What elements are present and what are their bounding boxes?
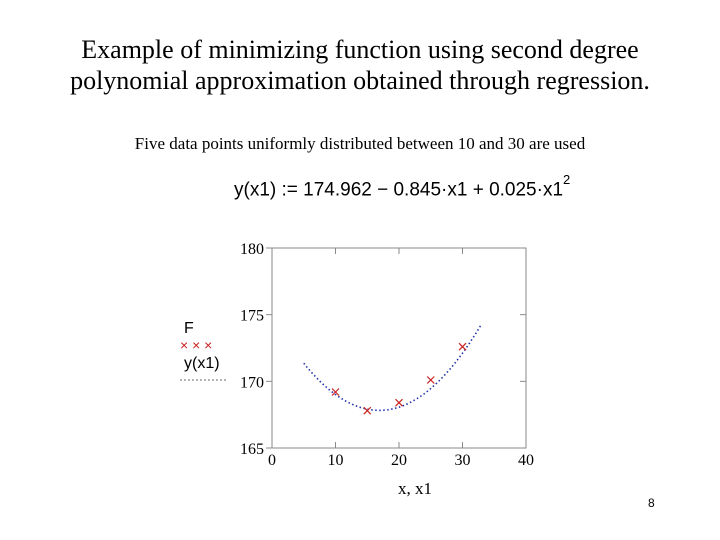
- slide-title: Example of minimizing function using sec…: [70, 35, 650, 95]
- y-tick-label: 170: [240, 374, 264, 391]
- y-tick-label: 180: [240, 241, 264, 258]
- data-point: [395, 398, 403, 407]
- x-tick-label: 20: [391, 452, 407, 469]
- formula-main: y(x1) := 174.962 − 0.845·x1 + 0.025·x1: [234, 179, 564, 201]
- data-point-stroke: [331, 388, 340, 396]
- data-point: [331, 388, 340, 396]
- data-point-stroke: [426, 376, 435, 384]
- x-tick-label: 10: [328, 452, 344, 469]
- point-layer: [331, 342, 467, 415]
- slide-subtitle: Five data points uniformly distributed b…: [134, 134, 586, 153]
- slide-number: 8: [648, 496, 655, 510]
- legend-label-f: F: [184, 320, 194, 337]
- data-point: [426, 376, 435, 384]
- data-point-stroke: [363, 406, 372, 415]
- legend: F× × × y(x1): [180, 320, 228, 381]
- legend-label-curve: y(x1): [184, 355, 220, 372]
- y-tick-label: 165: [240, 441, 264, 458]
- data-point-stroke: [458, 342, 467, 351]
- x-axis-label: x, x1: [398, 479, 432, 498]
- y-tick-label: 175: [240, 308, 264, 325]
- x-tick-label: 0: [268, 452, 276, 469]
- tick-layer: 165 170 175 180 0 10 20 30 40: [240, 241, 534, 469]
- data-point: [458, 342, 467, 351]
- plot-frame: [271, 247, 527, 449]
- data-point: [363, 406, 372, 415]
- x-tick-label: 40: [518, 452, 534, 469]
- curve-layer: [303, 323, 483, 412]
- x-tick-label: 30: [455, 452, 471, 469]
- formula-exponent: 2: [563, 172, 571, 187]
- grid-layer: [266, 247, 527, 449]
- data-point-stroke: [395, 398, 403, 407]
- regression-curve: [303, 323, 483, 412]
- legend-marker-points: × × ×: [180, 337, 212, 353]
- regression-formula: y(x1) := 174.962 − 0.845·x1 + 0.025·x12: [234, 172, 570, 201]
